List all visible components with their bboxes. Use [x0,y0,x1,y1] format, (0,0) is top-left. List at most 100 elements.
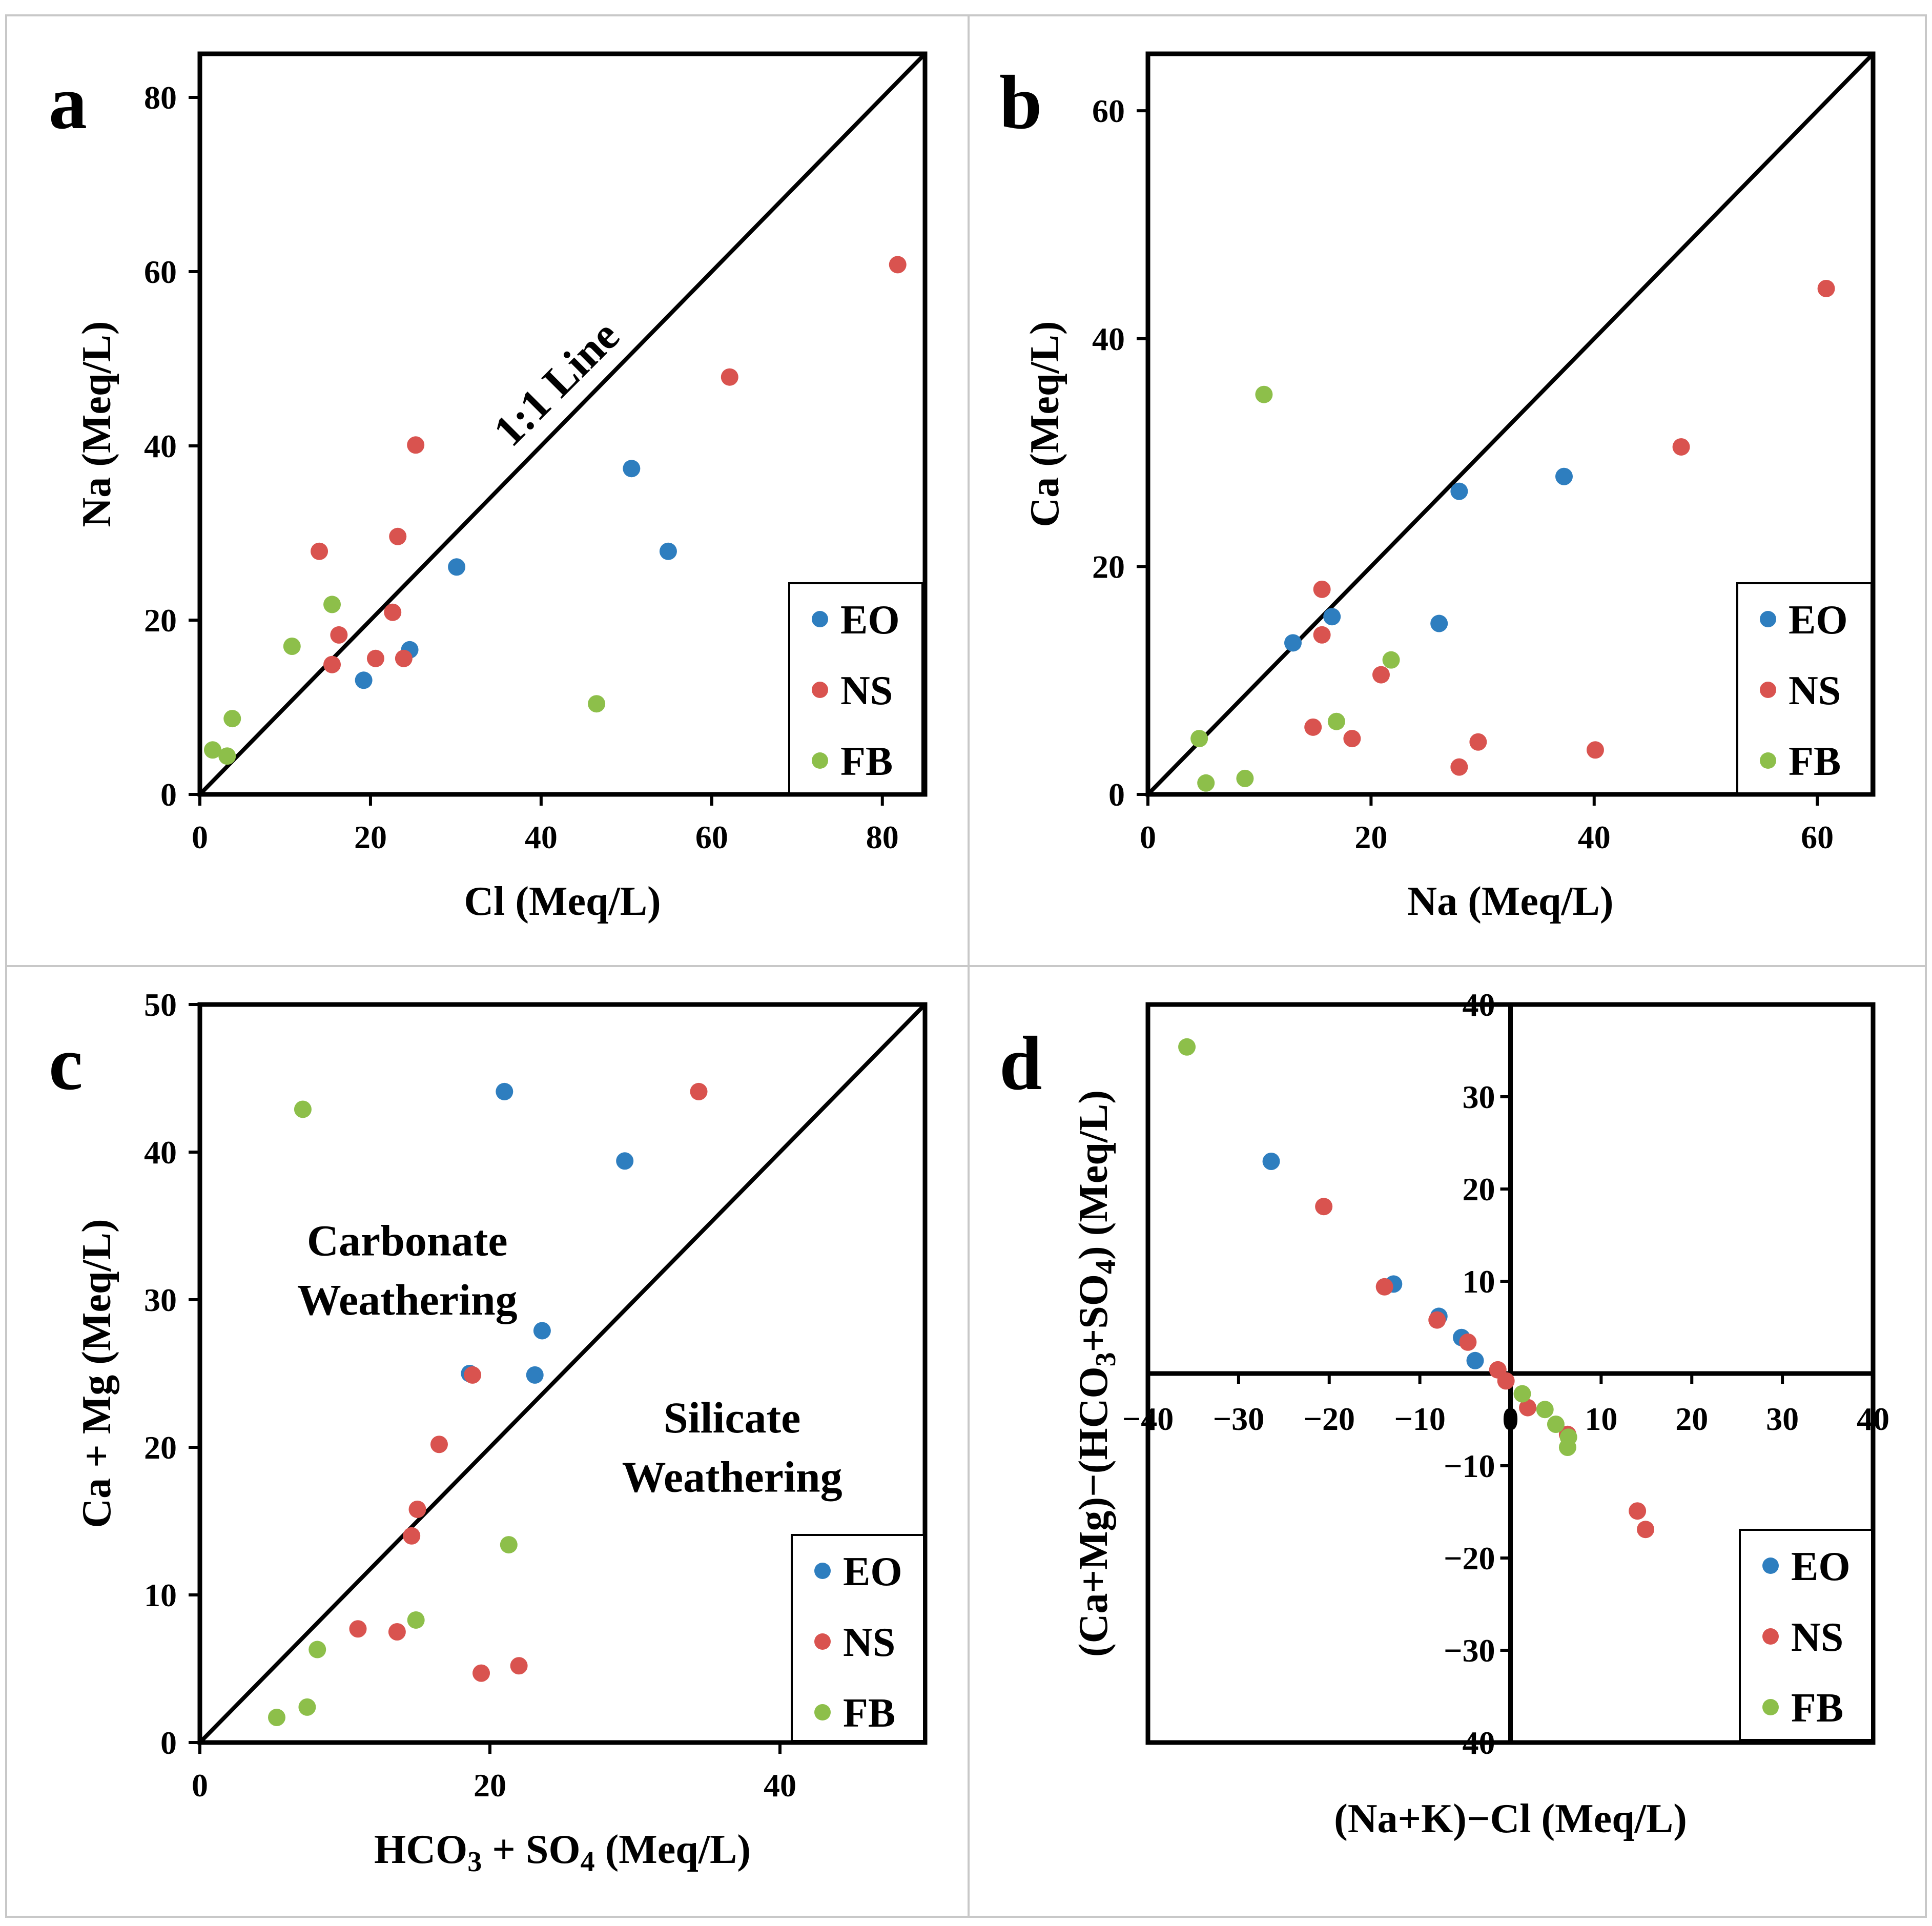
data-point-ns [464,1366,482,1384]
y-tick-label: 0 [160,1725,177,1761]
data-point-ns [384,603,402,621]
y-axis-label: (Ca+Mg)−(HCO3+SO4) (Meq/L) [1071,1090,1122,1657]
plot-frame [197,51,928,797]
legend-label: NS [840,668,893,713]
legend-box [1739,1529,1873,1741]
x-axis-label-part: 3 [467,1846,482,1878]
data-point-ns [1428,1311,1446,1329]
y-tick-label: 20 [1092,548,1125,585]
data-point-fb [309,1641,326,1658]
legend-label: EO [843,1549,902,1594]
data-point-ns [395,649,413,667]
y-tick-label: 40 [1092,321,1125,357]
legend-marker-fb [1762,1699,1779,1715]
data-point-fb [1255,385,1273,403]
y-axis-label: Ca (Meq/L) [1022,321,1067,527]
x-tick-label: 40 [1578,819,1611,855]
legend-box [791,1534,925,1742]
data-point-eo [623,460,641,478]
x-tick-label: 20 [354,819,387,855]
data-point-ns [472,1664,490,1682]
panel-dividers [5,14,1927,1918]
reference-line [1146,52,1875,796]
x-tick-label: 40 [1857,1401,1889,1437]
data-point-ns [1469,733,1487,751]
annotation-text: Weathering [297,1275,518,1324]
data-point-eo [1450,482,1468,500]
data-point-fb [1513,1385,1531,1403]
y-tick-label: 20 [144,602,177,639]
legend-label: EO [1791,1544,1851,1589]
y-tick-label: 40 [144,428,177,464]
data-point-fb [218,747,236,765]
y-tick-label: 40 [144,1134,177,1171]
legend-marker-ns [814,1633,831,1650]
data-point-fb [1236,769,1254,787]
data-point-fb [1197,774,1215,792]
y-tick-label: 30 [144,1282,177,1318]
data-point-ns [388,1623,406,1641]
y-tick-label: −20 [1444,1540,1495,1576]
data-point-eo [1466,1351,1484,1369]
reference-line [198,1003,927,1744]
x-axis-label: HCO3 + SO4 (Meq/L) [374,1827,751,1878]
data-point-eo [1323,608,1341,626]
legend-marker-ns [1760,682,1776,698]
legend-label: FB [1791,1686,1843,1731]
legend-marker-eo [812,611,828,627]
data-point-fb [1178,1038,1196,1056]
y-tick-label: −10 [1444,1448,1495,1484]
y-axis-label-part: 4 [1090,1260,1122,1274]
data-point-fb [1190,730,1208,748]
y-tick-label: 20 [1463,1171,1495,1207]
x-tick-label: −10 [1394,1401,1445,1437]
y-axis-label-part: +SO [1071,1274,1116,1352]
data-point-fb [283,638,301,655]
data-point-eo [1430,614,1448,632]
data-point-ns [721,368,738,386]
data-point-ns [389,527,407,545]
x-axis-label-part: + SO [482,1827,580,1872]
plot-frame [197,1002,928,1745]
data-point-ns [510,1657,528,1675]
legend-marker-ns [1762,1628,1779,1645]
data-point-eo [355,671,373,689]
data-point-ns [1586,741,1604,759]
data-point-eo [533,1322,551,1340]
legend-label: EO [840,598,900,643]
legend-label: NS [1791,1615,1843,1660]
data-point-fb [1536,1401,1554,1419]
data-point-ns [1519,1399,1537,1417]
data-point-eo [1555,467,1573,485]
panel-letter: b [999,60,1042,145]
data-point-eo [496,1082,513,1100]
legend-marker-fb [814,1704,831,1720]
legend-label: EO [1789,598,1848,643]
x-tick-label: 80 [866,819,899,855]
panel-letter: d [999,1021,1042,1106]
y-axis-label-part: 3 [1090,1352,1122,1366]
x-tick-label: 20 [474,1767,506,1804]
x-tick-label: −30 [1213,1401,1264,1437]
x-tick-label: 0 [1140,819,1156,855]
y-tick-label: 10 [1463,1263,1495,1300]
y-tick-label: 60 [1092,93,1125,129]
annotation-text: Silicate [664,1393,801,1442]
data-point-ns [1459,1333,1477,1351]
panel-letter: a [49,60,87,145]
x-axis-label: Na (Meq/L) [1407,879,1613,924]
data-point-ns [1375,1278,1393,1296]
legend-marker-ns [812,682,828,698]
data-point-ns [1343,730,1361,748]
x-tick-label: 0 [192,819,208,855]
legend-marker-fb [1760,752,1776,769]
data-point-fb [268,1709,285,1727]
x-tick-label: 40 [764,1767,796,1804]
data-point-eo [1262,1153,1280,1170]
legend-box [1736,582,1873,794]
data-point-eo [448,558,466,576]
data-point-eo [616,1152,634,1170]
y-tick-label: 30 [1463,1079,1495,1115]
data-point-eo [1284,634,1302,652]
